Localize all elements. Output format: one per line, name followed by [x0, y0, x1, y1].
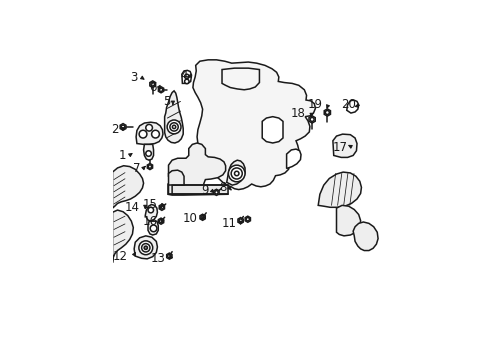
Circle shape — [151, 82, 154, 86]
Text: 12: 12 — [113, 249, 128, 262]
Circle shape — [146, 125, 152, 131]
Polygon shape — [147, 163, 152, 170]
Polygon shape — [170, 185, 227, 194]
Circle shape — [231, 168, 242, 179]
Polygon shape — [158, 218, 164, 224]
Polygon shape — [169, 170, 184, 194]
Circle shape — [150, 225, 157, 232]
Polygon shape — [169, 143, 225, 193]
Polygon shape — [159, 204, 165, 210]
Circle shape — [151, 130, 159, 138]
Circle shape — [139, 241, 153, 255]
Text: 7: 7 — [133, 162, 140, 175]
Polygon shape — [150, 81, 156, 87]
Circle shape — [325, 111, 329, 114]
Polygon shape — [148, 221, 158, 235]
Polygon shape — [113, 166, 144, 208]
Text: 4: 4 — [180, 69, 188, 82]
Circle shape — [201, 216, 204, 219]
Circle shape — [239, 219, 242, 222]
Text: 8: 8 — [219, 181, 226, 194]
Circle shape — [159, 220, 163, 223]
Circle shape — [185, 79, 189, 84]
Polygon shape — [120, 123, 126, 130]
Text: 18: 18 — [291, 107, 306, 120]
Text: 2: 2 — [111, 123, 119, 136]
Polygon shape — [134, 236, 157, 259]
Text: 14: 14 — [124, 201, 140, 214]
Text: 6: 6 — [149, 81, 157, 94]
Text: 20: 20 — [342, 98, 356, 111]
Polygon shape — [245, 216, 250, 222]
Text: 10: 10 — [182, 212, 197, 225]
Circle shape — [139, 130, 147, 138]
Text: 13: 13 — [151, 252, 166, 265]
Polygon shape — [113, 210, 133, 263]
Circle shape — [228, 165, 245, 182]
Polygon shape — [353, 222, 378, 251]
Polygon shape — [222, 68, 259, 90]
Circle shape — [144, 246, 147, 249]
Polygon shape — [200, 214, 205, 220]
Circle shape — [142, 244, 150, 252]
Circle shape — [215, 191, 218, 194]
Polygon shape — [309, 116, 315, 123]
Polygon shape — [168, 179, 227, 195]
Polygon shape — [214, 189, 219, 195]
Circle shape — [310, 117, 314, 121]
Polygon shape — [333, 134, 357, 157]
Text: 9: 9 — [201, 184, 209, 197]
Text: 3: 3 — [131, 71, 138, 84]
Polygon shape — [182, 70, 192, 84]
Circle shape — [121, 125, 125, 129]
Polygon shape — [324, 109, 330, 116]
Polygon shape — [287, 149, 301, 168]
Text: 19: 19 — [308, 98, 322, 111]
Circle shape — [170, 123, 178, 131]
Polygon shape — [227, 160, 245, 185]
Text: 15: 15 — [143, 198, 157, 211]
Polygon shape — [158, 87, 164, 93]
Circle shape — [235, 171, 239, 176]
Text: 5: 5 — [163, 95, 170, 108]
Circle shape — [160, 206, 164, 209]
Circle shape — [246, 217, 249, 221]
Text: 16: 16 — [143, 216, 157, 229]
Circle shape — [146, 151, 151, 156]
Circle shape — [172, 125, 176, 129]
Circle shape — [148, 165, 151, 168]
Text: 11: 11 — [221, 217, 237, 230]
Circle shape — [148, 207, 153, 213]
Polygon shape — [347, 100, 359, 113]
Circle shape — [185, 74, 189, 79]
Polygon shape — [165, 91, 183, 143]
Circle shape — [168, 255, 171, 258]
Circle shape — [167, 120, 181, 134]
Polygon shape — [167, 253, 172, 259]
Text: 17: 17 — [333, 141, 348, 154]
Polygon shape — [318, 172, 362, 207]
Polygon shape — [238, 217, 243, 224]
Text: 1: 1 — [119, 149, 126, 162]
Polygon shape — [145, 204, 157, 221]
Circle shape — [159, 88, 163, 91]
Polygon shape — [144, 144, 153, 160]
Polygon shape — [262, 117, 283, 143]
Polygon shape — [136, 122, 163, 144]
Polygon shape — [337, 205, 361, 236]
Polygon shape — [193, 60, 316, 190]
